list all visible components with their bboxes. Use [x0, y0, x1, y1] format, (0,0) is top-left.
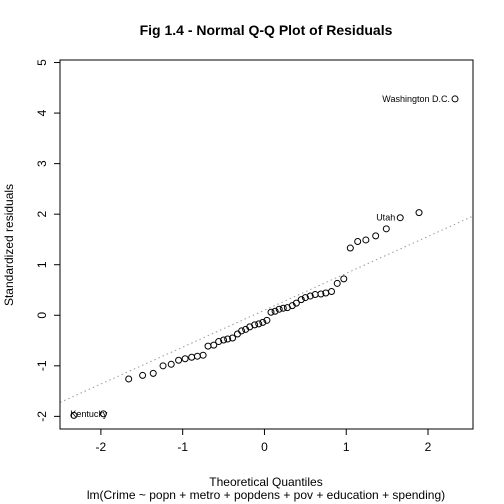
data-point	[362, 236, 370, 244]
data-point	[301, 294, 309, 302]
data-point	[317, 290, 325, 298]
data-point	[271, 307, 279, 315]
data-point	[70, 411, 78, 419]
data-point	[451, 95, 459, 103]
point-label: Utah	[376, 213, 395, 223]
data-point	[267, 308, 275, 316]
data-point	[238, 327, 246, 335]
y-tick-label: -1	[35, 360, 49, 371]
x-tick-label: -1	[177, 440, 188, 454]
y-tick-label: 2	[35, 211, 49, 218]
data-point	[415, 209, 423, 217]
y-axis: -2 -1 0 1 2 3 4 5	[35, 59, 60, 422]
data-point	[229, 334, 237, 342]
data-point	[215, 338, 223, 346]
x-tick-label: -2	[96, 440, 107, 454]
y-tick-label: 4	[35, 109, 49, 116]
reference-line-layer	[59, 215, 474, 403]
data-point	[139, 371, 147, 379]
y-tick-label: 1	[35, 261, 49, 268]
data-point	[297, 296, 305, 304]
data-point	[224, 335, 232, 343]
plot-frame	[59, 59, 474, 430]
data-point	[159, 362, 167, 370]
x-tick-label: 0	[261, 440, 268, 454]
data-point	[255, 320, 263, 328]
data-point	[188, 353, 196, 361]
y-tick-label: 5	[35, 59, 49, 66]
data-point	[372, 232, 380, 240]
data-point	[340, 275, 348, 283]
data-point	[396, 214, 404, 222]
data-point	[263, 316, 271, 324]
data-point	[167, 360, 175, 368]
data-point	[259, 318, 267, 326]
data-point	[181, 355, 189, 363]
y-tick-label: 0	[35, 312, 49, 319]
x-axis-caption: lm(Crime ~ popn + metro + popdens + pov …	[87, 488, 445, 502]
data-point	[275, 305, 283, 313]
x-axis-label: Theoretical Quantiles	[209, 475, 322, 489]
data-point	[199, 351, 207, 359]
data-point	[99, 410, 107, 418]
data-point	[175, 356, 183, 364]
point-labels-layer: Utah Washington D.C. Kentucky	[70, 94, 450, 419]
chart-title: Fig 1.4 - Normal Q-Q Plot of Residuals	[140, 22, 393, 38]
data-point	[210, 341, 218, 349]
y-tick-label: -2	[35, 411, 49, 422]
x-tick-label: 1	[343, 440, 350, 454]
point-label: Washington D.C.	[382, 94, 450, 104]
y-tick-label: 3	[35, 160, 49, 167]
data-point	[346, 244, 354, 252]
qq-reference-line	[59, 215, 474, 403]
data-point	[220, 336, 228, 344]
data-point	[233, 330, 241, 338]
data-point	[354, 237, 362, 245]
data-point	[149, 369, 157, 377]
data-point	[333, 279, 341, 287]
data-point	[125, 375, 133, 383]
data-point	[251, 321, 259, 329]
points-layer	[70, 95, 459, 419]
data-point	[382, 225, 390, 233]
x-axis: -2 -1 0 1 2	[96, 429, 432, 454]
data-point	[193, 352, 201, 360]
y-axis-label: Standardized residuals	[2, 184, 16, 306]
data-point	[279, 304, 287, 312]
x-tick-label: 2	[425, 440, 432, 454]
data-point	[204, 342, 212, 350]
data-point	[292, 299, 300, 307]
point-label: Kentucky	[70, 409, 108, 419]
data-point	[328, 288, 336, 296]
data-point	[306, 292, 314, 300]
